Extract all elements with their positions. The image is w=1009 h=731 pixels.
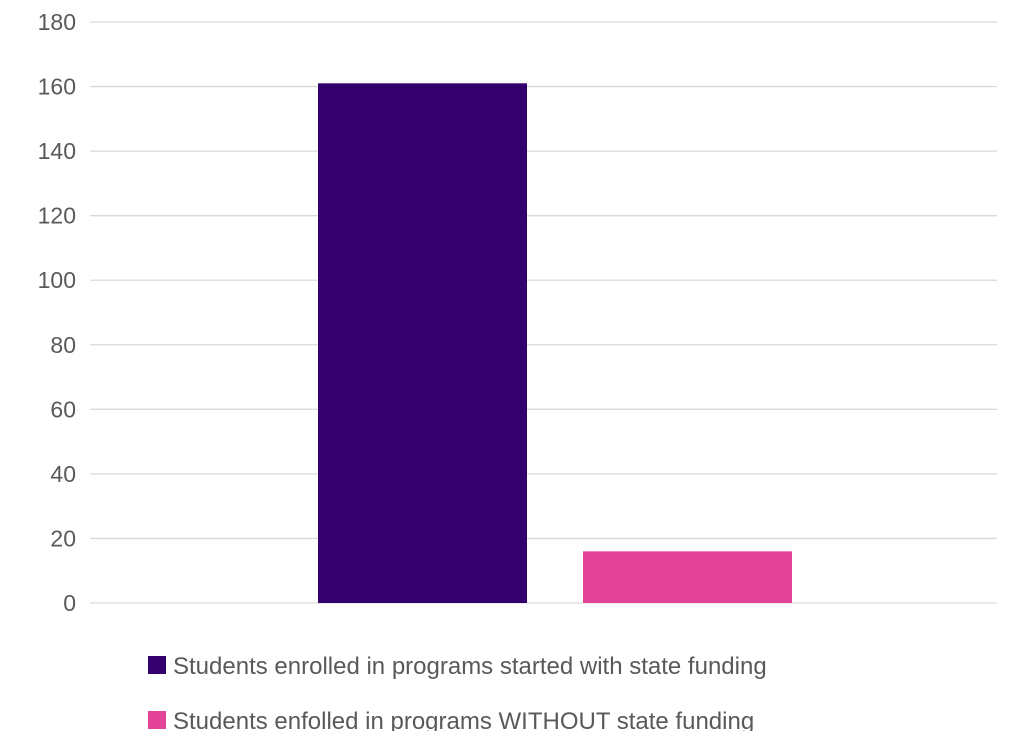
bars bbox=[318, 83, 792, 604]
bar-series-1 bbox=[318, 83, 527, 604]
y-tick-label: 20 bbox=[50, 525, 76, 551]
legend-label-2: Students enfolled in programs WITHOUT st… bbox=[173, 708, 754, 731]
legend: Students enrolled in programs started wi… bbox=[148, 653, 767, 731]
y-tick-label: 80 bbox=[50, 332, 76, 358]
y-axis-tick-labels: 0 20 40 60 80 100 120 140 160 180 bbox=[38, 9, 76, 616]
y-tick-label: 140 bbox=[38, 138, 76, 164]
legend-swatch-1 bbox=[148, 656, 166, 674]
y-tick-label: 100 bbox=[38, 267, 76, 293]
y-tick-label: 180 bbox=[38, 9, 76, 35]
y-tick-label: 60 bbox=[50, 396, 76, 422]
y-tick-label: 120 bbox=[38, 203, 76, 229]
legend-label-1: Students enrolled in programs started wi… bbox=[173, 653, 767, 680]
gridlines bbox=[90, 21, 997, 604]
y-tick-label: 160 bbox=[38, 74, 76, 100]
y-tick-label: 0 bbox=[63, 590, 76, 616]
bar-series-2 bbox=[583, 551, 792, 603]
y-tick-label: 40 bbox=[50, 461, 76, 487]
legend-swatch-2 bbox=[148, 711, 166, 729]
